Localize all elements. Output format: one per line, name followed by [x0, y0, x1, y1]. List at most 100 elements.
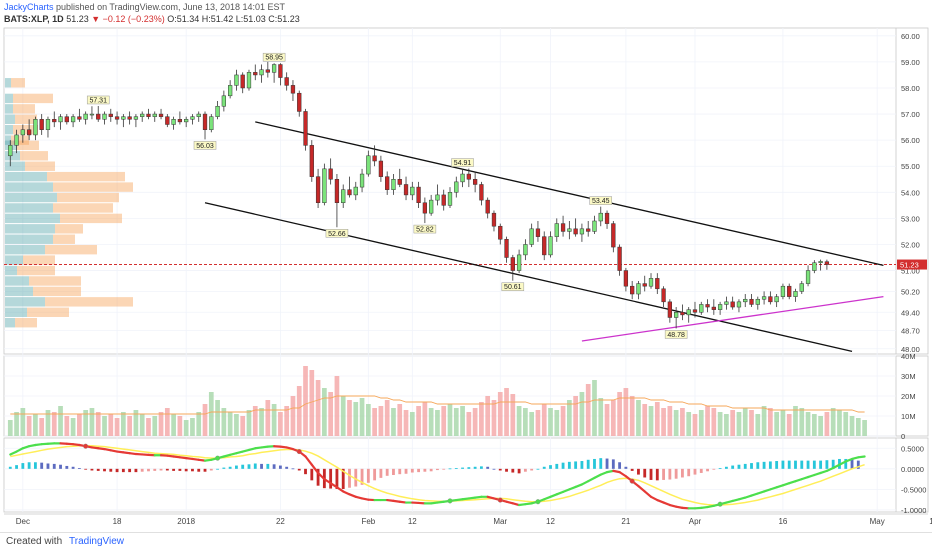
- macd-histogram-bar: [210, 469, 213, 471]
- macd-line-segment: [638, 486, 644, 491]
- volume-bar-up: [762, 406, 767, 436]
- volume-bar-down: [492, 400, 497, 436]
- volume-bar-up: [322, 388, 327, 436]
- volume-bar-up: [90, 408, 95, 436]
- candle-down: [65, 117, 69, 122]
- pane-frame-price: [4, 28, 928, 354]
- volume-profile-down-bar: [11, 135, 29, 144]
- candle-down: [681, 312, 685, 315]
- candle-down: [279, 65, 283, 78]
- candle-down: [348, 190, 352, 195]
- candle-up: [153, 114, 157, 117]
- candle-down: [505, 239, 509, 257]
- macd-histogram-bar: [65, 466, 68, 469]
- candle-down: [618, 247, 622, 270]
- macd-histogram-bar: [216, 469, 219, 470]
- candle-down: [574, 229, 578, 234]
- volume-bar-down: [536, 410, 541, 436]
- candle-down: [27, 130, 31, 135]
- macd-histogram-bar: [191, 469, 194, 471]
- volume-bar-down: [52, 412, 57, 436]
- volume-bar-down: [655, 402, 660, 436]
- candle-down: [693, 310, 697, 313]
- candle-down: [624, 271, 628, 287]
- volume-bar-down: [178, 416, 183, 436]
- candle-down: [480, 184, 484, 200]
- volume-profile-up-bar: [5, 308, 27, 317]
- macd-histogram-bar: [166, 469, 169, 471]
- candle-up: [530, 229, 534, 245]
- candle-up: [580, 229, 584, 234]
- candle-up: [360, 174, 364, 187]
- candle-down: [147, 114, 151, 117]
- volume-bar-up: [812, 414, 817, 436]
- volume-profile-down-bar: [53, 182, 133, 191]
- volume-bar-up: [799, 408, 804, 436]
- candle-up: [121, 117, 125, 120]
- macd-histogram-bar: [97, 469, 100, 471]
- volume-profile-up-bar: [5, 245, 45, 254]
- tradingview-logo[interactable]: TradingView: [69, 536, 124, 547]
- macd-histogram-bar: [744, 464, 747, 469]
- volume-bar-down: [630, 396, 635, 436]
- candle-up: [775, 297, 779, 302]
- macd-histogram-bar: [731, 466, 734, 469]
- macd-histogram-bar: [285, 467, 288, 469]
- candle-up: [812, 263, 816, 271]
- volume-bar-up: [140, 414, 145, 436]
- volume-bar-up: [435, 410, 440, 436]
- volume-profile-up-bar: [5, 182, 53, 191]
- y-tick-label-price: 48.70: [901, 327, 920, 336]
- y-tick-label-price: 57.00: [901, 110, 920, 119]
- volume-profile-down-bar: [29, 276, 81, 285]
- candle-up: [8, 145, 12, 155]
- volume-bar-up: [699, 410, 704, 436]
- macd-histogram-bar: [423, 469, 426, 472]
- macd-histogram-bar: [712, 469, 715, 470]
- candle-down: [825, 262, 829, 265]
- macd-histogram-bar: [694, 469, 697, 475]
- volume-profile-down-bar: [13, 104, 35, 113]
- candle-down: [511, 258, 515, 271]
- volume-bar-down: [303, 366, 308, 436]
- volume-profile-up-bar: [5, 115, 15, 124]
- volume-profile-up-bar: [5, 94, 13, 103]
- macd-histogram-bar: [53, 464, 56, 469]
- current-price-label: 51.23: [900, 261, 919, 270]
- candle-up: [454, 182, 458, 192]
- volume-bar-up: [360, 398, 365, 436]
- chart-canvas[interactable]: 60.0059.0058.0057.0056.0055.0054.0053.00…: [0, 0, 932, 532]
- volume-bar-up: [598, 398, 603, 436]
- candle-up: [184, 119, 188, 122]
- footer: Created with TradingView: [0, 532, 932, 551]
- macd-histogram-bar: [398, 469, 401, 474]
- volume-bar-up: [737, 412, 742, 436]
- candle-up: [687, 310, 691, 315]
- macd-histogram-bar: [530, 469, 533, 471]
- volume-bar-up: [862, 420, 867, 436]
- volume-bar-down: [335, 376, 340, 436]
- candle-up: [555, 224, 559, 237]
- volume-profile-down-bar: [53, 203, 113, 212]
- price-label: 50.61: [504, 284, 522, 291]
- volume-bar-down: [711, 408, 716, 436]
- macd-crossover-dot: [297, 449, 302, 454]
- volume-bar-up: [102, 416, 107, 436]
- macd-histogram-bar: [430, 469, 433, 471]
- candle-down: [203, 114, 207, 130]
- volume-bar-down: [385, 400, 390, 436]
- macd-histogram-bar: [141, 469, 144, 472]
- candle-up: [59, 117, 63, 122]
- candle-up: [410, 187, 414, 195]
- volume-profile-down-bar: [25, 162, 55, 171]
- price-label: 58.95: [265, 55, 283, 62]
- candle-down: [662, 289, 666, 302]
- volume-bar-down: [397, 404, 402, 436]
- macd-histogram-bar: [329, 469, 332, 489]
- y-tick-label-volume: 0: [901, 432, 905, 441]
- volume-profile-down-bar: [53, 235, 75, 244]
- volume-bar-down: [291, 396, 296, 436]
- macd-line-segment: [306, 457, 312, 465]
- macd-histogram-bar: [135, 469, 138, 472]
- volume-bar-down: [498, 392, 503, 436]
